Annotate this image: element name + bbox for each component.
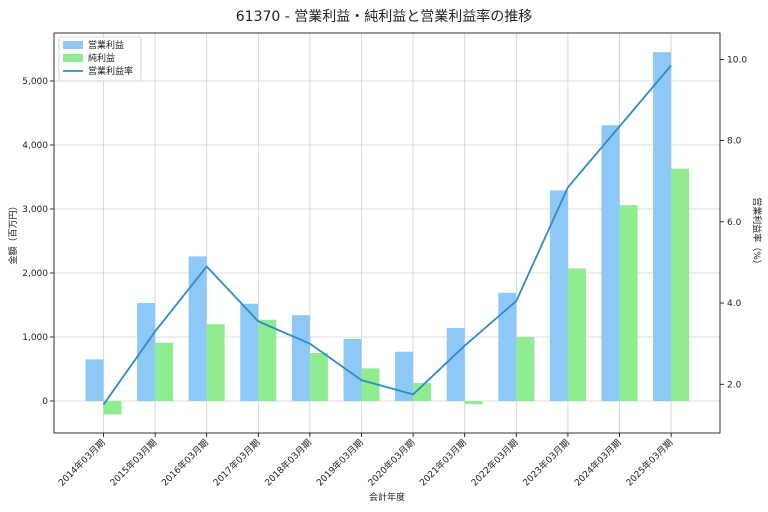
legend-label: 営業利益 [88,39,124,51]
bar-net-profit [309,353,328,401]
bar-operating-profit [601,125,620,401]
bar-net-profit [464,401,483,405]
y-tick-label: 3,000 [22,205,48,215]
bar-net-profit [567,268,586,401]
x-tick-label: 2021年03月期 [417,437,469,489]
x-tick-label: 2022年03月期 [469,437,521,489]
bar-net-profit [155,342,174,401]
bar-net-profit [206,324,225,401]
bar-operating-profit [188,256,207,401]
bar-net-profit [516,337,535,401]
y2-tick-label: 2.0 [727,380,742,390]
bar-operating-profit [446,328,465,401]
x-tick-label: 2019年03月期 [314,437,366,489]
bar-net-profit [413,383,432,401]
bar-operating-profit [498,292,517,401]
y2-tick-label: 6.0 [727,218,742,228]
bar-net-profit [619,205,638,401]
bar-operating-profit [395,351,414,401]
y2-axis-label: 営業利益率（%） [751,197,763,269]
bar-operating-profit [343,338,362,401]
bar-operating-profit [549,190,568,401]
y2-tick-label: 10.0 [727,55,747,65]
y-axis-label: 金額（百万円） [7,201,19,264]
bar-net-profit [671,168,690,401]
legend-label: 営業利益率 [88,65,133,77]
bar-operating-profit [137,303,156,401]
legend-label: 純利益 [88,52,115,64]
y-tick-label: 4,000 [22,141,48,151]
x-tick-label: 2024年03月期 [572,437,624,489]
legend-swatch-bar [63,54,83,62]
y-tick-label: 2,000 [22,269,48,279]
x-tick-label: 2014年03月期 [56,437,108,489]
line-operating-margin [102,64,672,406]
bar-net-profit [103,401,122,415]
plot-frame [53,32,721,434]
x-tick-label: 2017年03月期 [211,437,263,489]
legend-swatch-bar [63,41,83,49]
x-tick-label: 2016年03月期 [159,437,211,489]
bars [85,52,690,415]
bar-operating-profit [240,303,259,401]
x-axis-label: 会計年度 [369,491,405,503]
chart-title: 61370 - 営業利益・純利益と営業利益率の推移 [236,8,533,25]
x-tick-label: 2023年03月期 [520,437,572,489]
y2-tick-label: 8.0 [727,137,742,147]
y-tick-label: 5,000 [22,77,48,87]
line-series [102,64,672,406]
y-tick-label: 1,000 [22,333,48,343]
bar-operating-profit [291,315,310,401]
y2-axis-ticks: 2.0 4.0 6.0 8.0 10.0 [720,55,747,390]
x-axis-ticks: 2014年03月期 2015年03月期 2016年03月期 2017年03月期 2018… [56,433,675,489]
bar-net-profit [361,368,380,401]
x-tick-label: 2020年03月期 [365,437,417,489]
bar-operating-profit [653,52,672,401]
x-tick-label: 2018年03月期 [262,437,314,489]
y-tick-label: 0 [42,397,48,407]
bar-net-profit [258,319,277,401]
y-axis-ticks: 0 1,000 2,000 3,000 4,000 5,000 [22,77,54,407]
bar-operating-profit [85,359,104,401]
x-tick-label: 2015年03月期 [107,437,159,489]
y2-tick-label: 4.0 [727,299,742,309]
x-tick-label: 2025年03月期 [623,437,675,489]
